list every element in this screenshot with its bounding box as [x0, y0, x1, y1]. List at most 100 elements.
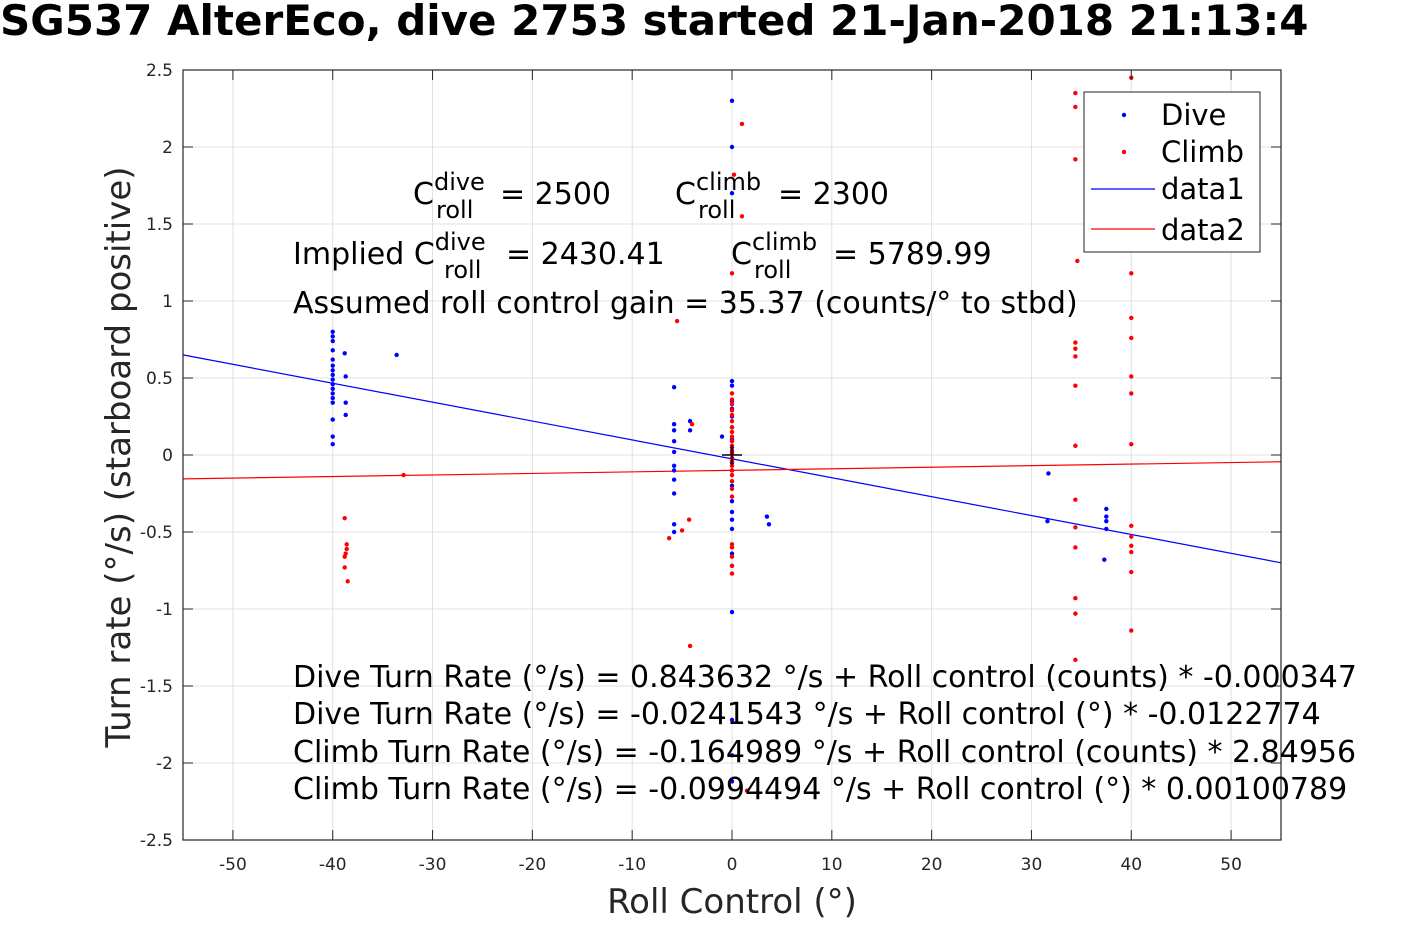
y-tick-label: 2	[162, 138, 173, 158]
dive-point	[671, 385, 677, 390]
climb-point	[1129, 374, 1134, 379]
y-tick-label: 0.5	[146, 369, 173, 389]
dive-point	[1104, 514, 1109, 519]
dive-point	[729, 483, 735, 488]
dive-point	[330, 391, 335, 396]
dive-point	[729, 609, 735, 615]
x-tick-label: 30	[1021, 855, 1043, 875]
y-tick-label: -1	[156, 600, 173, 620]
dive-point	[343, 412, 348, 418]
climb-point	[729, 486, 735, 492]
x-tick-label: 40	[1120, 855, 1142, 875]
climb-point	[342, 515, 347, 521]
dive-point	[671, 449, 677, 455]
dive-point	[330, 434, 335, 439]
dive-point	[330, 377, 335, 382]
climb-point	[1129, 523, 1134, 529]
dive-point	[671, 529, 677, 535]
climb-point	[1129, 315, 1134, 321]
y-tick-label: 0	[162, 446, 173, 466]
legend-data2-label: data2	[1161, 213, 1245, 247]
climb-point	[345, 579, 350, 584]
center-marker	[722, 445, 742, 465]
legend: Dive Climb data1 data2	[1083, 91, 1261, 253]
climb-point	[1129, 628, 1134, 633]
x-tick-label: -30	[419, 855, 447, 875]
climb-point	[1129, 271, 1134, 276]
legend-box	[1083, 91, 1261, 253]
climb-point	[1073, 525, 1078, 530]
dive-point	[343, 374, 348, 379]
dive-point	[764, 514, 770, 519]
climb-point	[729, 478, 735, 484]
dive-point	[330, 329, 335, 334]
climb-point	[729, 391, 735, 396]
x-tick-label: 20	[921, 855, 943, 875]
climb-point	[729, 434, 735, 439]
climb-point	[729, 468, 735, 473]
dive-point	[330, 357, 335, 362]
climb-point	[1073, 443, 1078, 448]
climb-point	[1073, 157, 1078, 162]
dive-point	[729, 378, 735, 384]
x-tick-label: -10	[618, 855, 646, 875]
climb-point	[1129, 543, 1134, 549]
dive-point	[330, 368, 335, 373]
dive-point	[1045, 519, 1050, 524]
x-tick-label: 0	[727, 855, 738, 875]
chart-title: SG537 AlterEco, dive 2753 started 21-Jan…	[0, 0, 1309, 45]
climb-point	[729, 397, 735, 402]
climb-point	[1129, 569, 1134, 575]
climb-point	[344, 546, 349, 552]
climb-point	[729, 472, 735, 478]
legend-data1-label: data1	[1161, 172, 1245, 206]
dive-point	[729, 551, 735, 556]
dive-point	[729, 98, 735, 104]
dive-point	[729, 509, 735, 515]
climb-point	[401, 472, 406, 478]
dive-point	[671, 491, 677, 496]
dive-point	[342, 351, 347, 356]
dive-point	[719, 434, 725, 439]
climb-point	[744, 788, 750, 793]
climb-point	[729, 408, 735, 413]
c-roll-climb-annotation: Cclimb roll = 2300	[675, 168, 889, 224]
climb-point	[1073, 104, 1078, 110]
climb-point	[342, 554, 347, 559]
climb-point	[1073, 340, 1078, 345]
climb-point	[687, 643, 693, 649]
dive-point	[729, 517, 735, 522]
tick-labels: -50 -40 -30 -20 -10 0 10 20 30 40 50-2.5-2-1.5-1-0…	[140, 61, 1281, 875]
climb-point	[1073, 354, 1078, 359]
y-tick-label: 2.5	[146, 61, 173, 81]
climb-point	[1073, 611, 1078, 616]
climb-point	[1129, 549, 1134, 555]
dive-point	[729, 717, 735, 723]
climb-point	[729, 494, 735, 499]
climb-point	[1073, 497, 1078, 502]
x-tick-label: 10	[821, 855, 843, 875]
climb-point	[729, 545, 735, 550]
dive-point	[330, 338, 335, 344]
dive-point	[1046, 471, 1051, 476]
legend-climb-marker	[1121, 149, 1127, 155]
data-points	[330, 75, 1134, 793]
climb-point	[689, 422, 695, 427]
y-tick-label: -2	[156, 754, 173, 774]
climb-point	[729, 438, 735, 444]
climb-point	[729, 401, 735, 407]
dive-point	[330, 442, 335, 447]
dive-point	[766, 522, 772, 527]
climb-point	[729, 418, 735, 424]
x-tick-label: 50	[1220, 855, 1242, 875]
dive-point	[671, 477, 677, 482]
climb-point	[729, 542, 735, 547]
dive-point	[729, 191, 735, 196]
climb-point	[674, 318, 680, 324]
y-tick-label: 1.5	[146, 215, 173, 235]
dive-point	[687, 428, 693, 433]
dive-point	[330, 334, 335, 339]
climb-point	[729, 463, 735, 468]
climb-point	[729, 554, 735, 559]
